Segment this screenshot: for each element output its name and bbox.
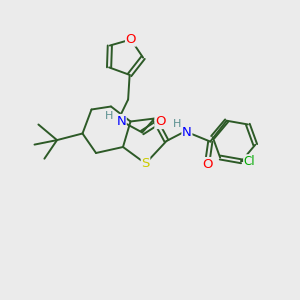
Text: S: S xyxy=(141,157,150,170)
Text: N: N xyxy=(182,125,192,139)
Text: O: O xyxy=(202,158,213,171)
Text: Cl: Cl xyxy=(244,155,255,168)
Text: O: O xyxy=(155,116,166,128)
Text: N: N xyxy=(116,115,126,128)
Text: H: H xyxy=(173,118,182,129)
Text: O: O xyxy=(126,33,136,46)
Text: H: H xyxy=(105,111,113,121)
